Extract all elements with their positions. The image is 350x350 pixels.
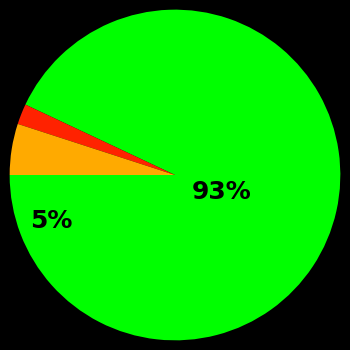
Wedge shape: [10, 10, 340, 340]
Wedge shape: [18, 105, 175, 175]
Text: 5%: 5%: [30, 209, 72, 233]
Wedge shape: [10, 124, 175, 175]
Text: 93%: 93%: [191, 180, 251, 204]
